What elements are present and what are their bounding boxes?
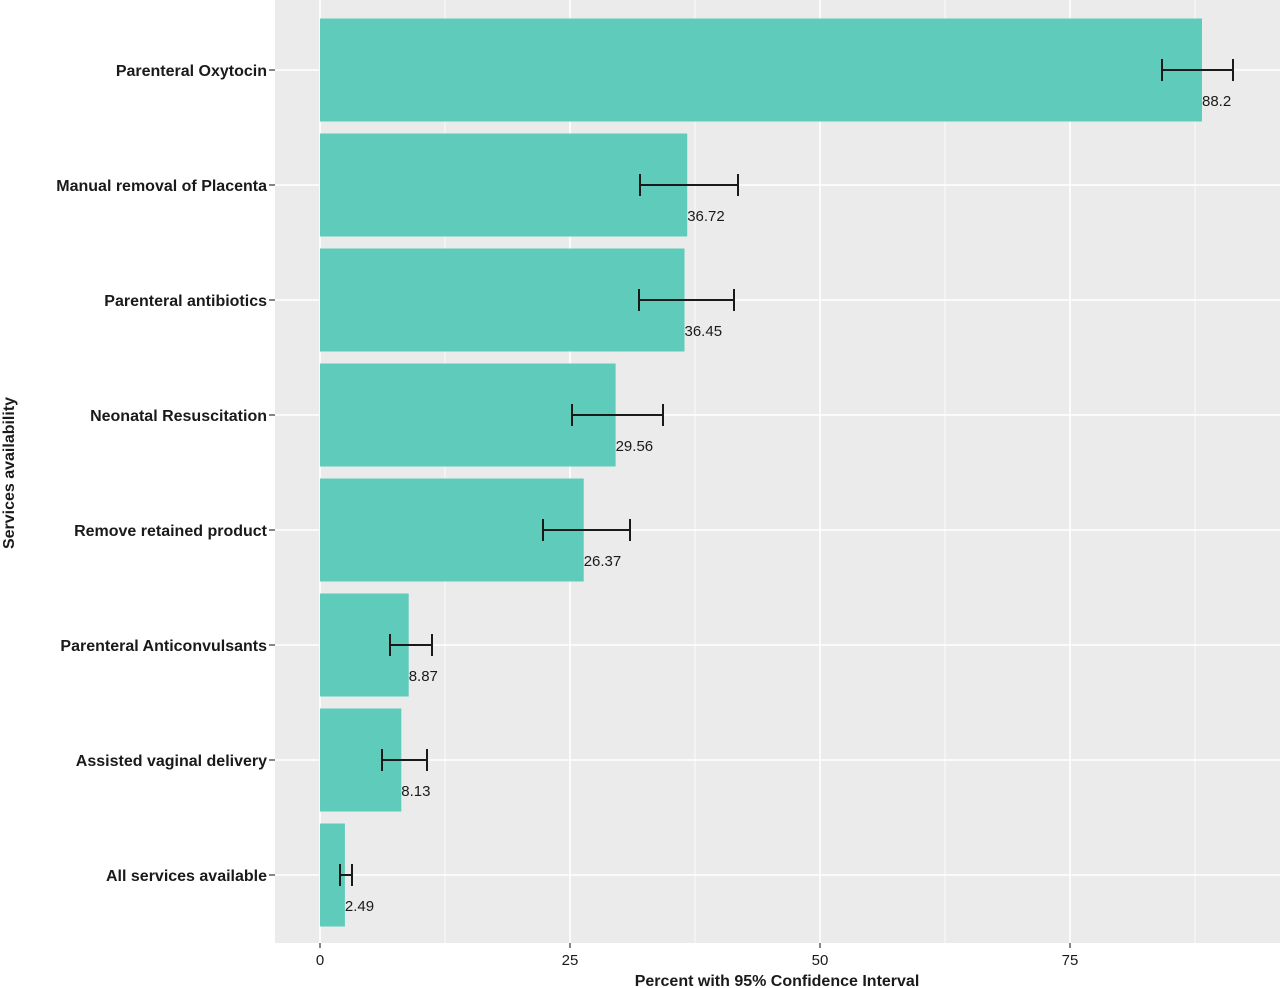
- bars: [320, 18, 1202, 927]
- x-tick-label: 75: [1062, 952, 1079, 969]
- bar: [320, 18, 1202, 122]
- y-category-label: All services available: [106, 868, 267, 885]
- y-category-label: Parenteral Oxytocin: [116, 63, 267, 80]
- data-label: 29.56: [616, 438, 654, 455]
- data-label: 2.49: [345, 898, 374, 915]
- bar: [320, 133, 688, 237]
- data-label: 36.72: [687, 208, 725, 225]
- error-bars: [339, 59, 1234, 886]
- x-tick-label: 50: [812, 952, 829, 969]
- x-axis-tick-labels: 0 25 50 75: [316, 943, 1079, 969]
- y-axis-category-labels: Parenteral Oxytocin Manual removal of Pla…: [56, 63, 275, 885]
- y-axis-title: Services availability: [1, 397, 18, 549]
- y-category-label: Parenteral antibiotics: [104, 293, 267, 310]
- bar: [320, 248, 685, 352]
- bar: [320, 478, 584, 582]
- bar: [320, 363, 616, 467]
- data-label: 88.2: [1202, 93, 1231, 110]
- data-label: 8.13: [401, 783, 430, 800]
- data-label: 26.37: [584, 553, 622, 570]
- y-category-label: Assisted vaginal delivery: [76, 753, 267, 770]
- data-label: 8.87: [409, 668, 438, 685]
- y-category-label: Manual removal of Placenta: [56, 178, 267, 195]
- y-category-label: Remove retained product: [74, 523, 268, 540]
- x-tick-label: 0: [316, 952, 324, 969]
- x-tick-label: 25: [562, 952, 579, 969]
- data-labels: 88.2 36.72 36.45 29.56 26.37 8.87 8.13 2.49: [345, 93, 1231, 915]
- data-label: 36.45: [685, 323, 723, 340]
- y-category-label: Parenteral Anticonvulsants: [60, 638, 267, 655]
- y-category-label: Neonatal Resuscitation: [90, 408, 267, 425]
- x-axis-title: Percent with 95% Confidence Interval: [635, 973, 920, 988]
